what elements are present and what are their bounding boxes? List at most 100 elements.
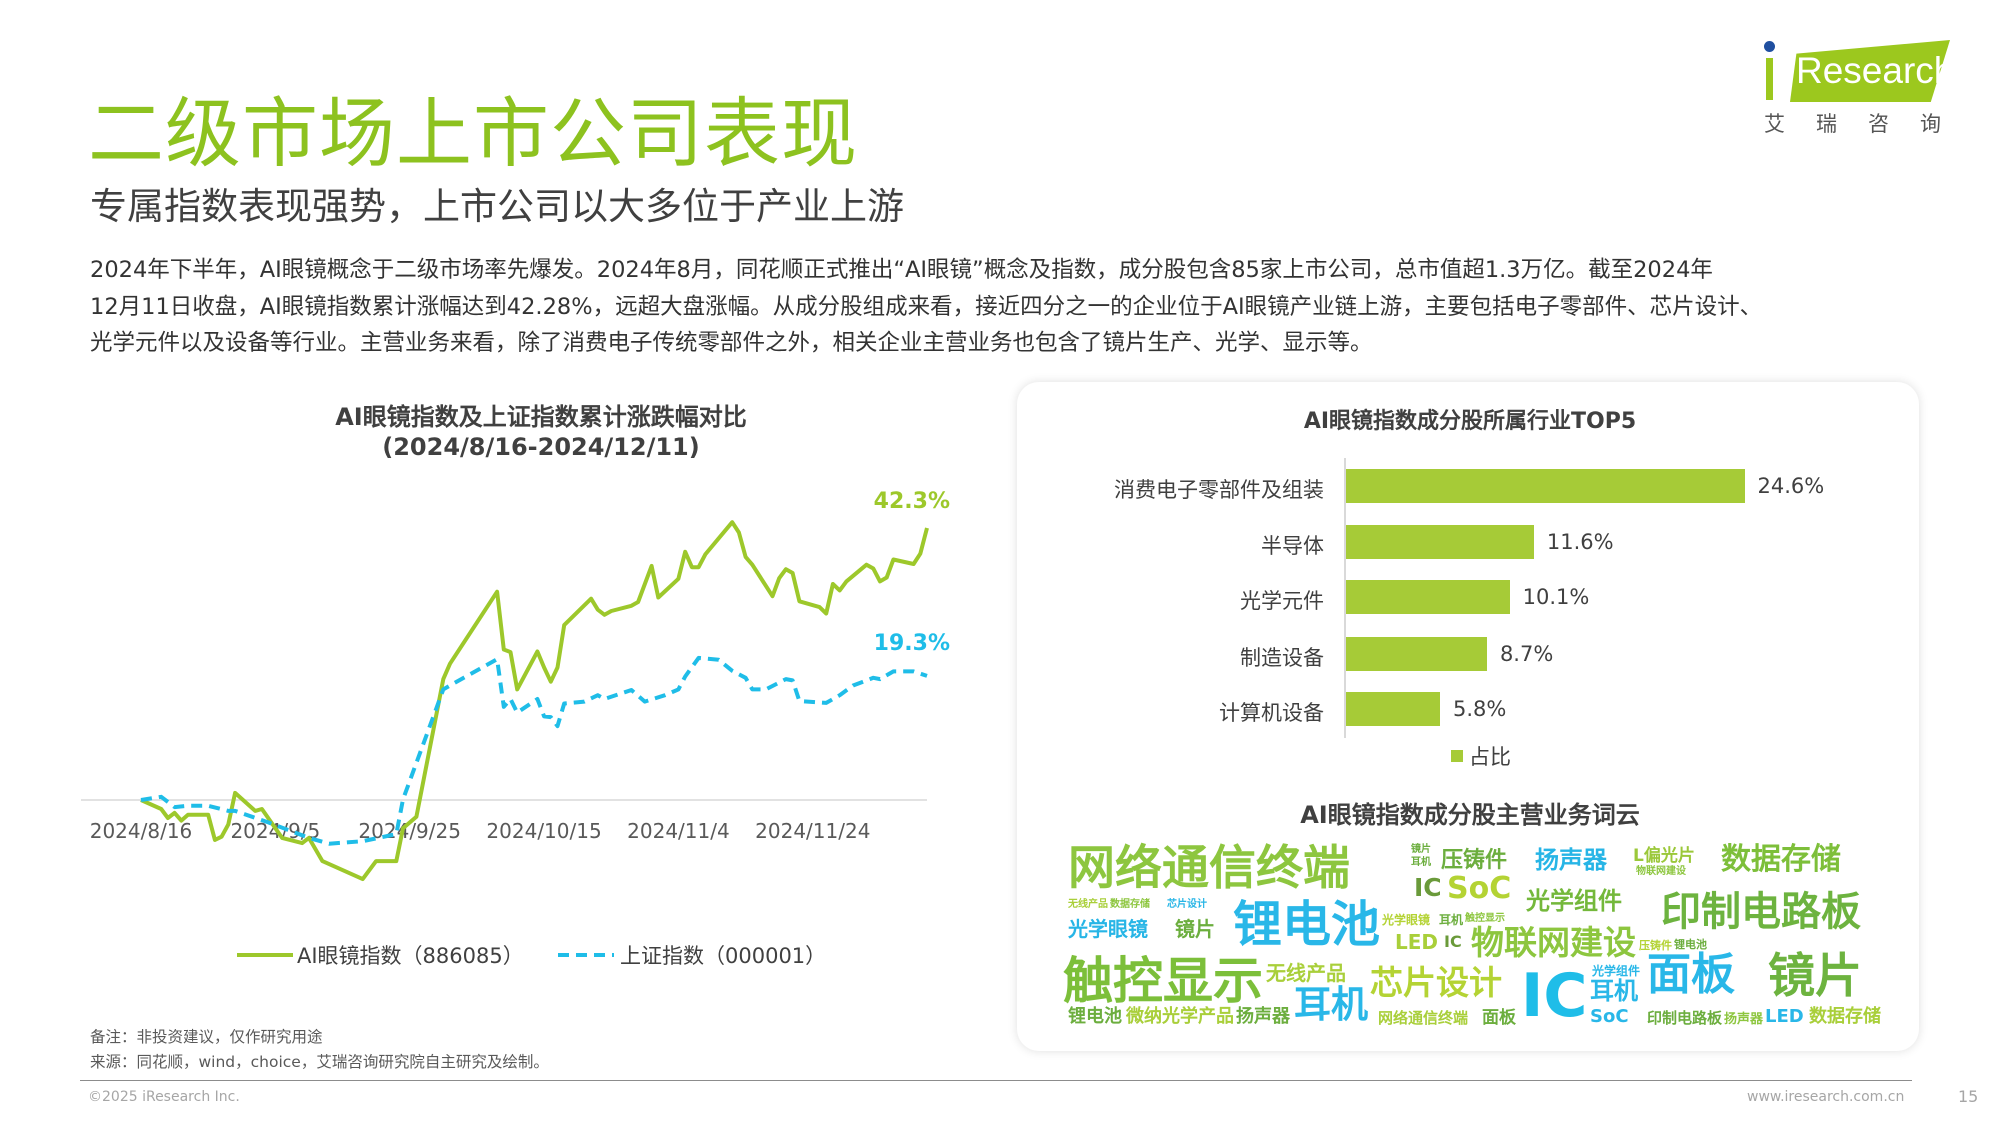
legend-sh-index: 上证指数（000001）	[558, 940, 826, 970]
wordcloud-word: 光学组件	[1592, 964, 1641, 978]
wordcloud-word: 光学眼镜	[1382, 913, 1431, 927]
wordcloud-word: 扬声器	[1724, 1012, 1764, 1027]
wordcloud-word: 无线产品	[1266, 961, 1346, 985]
wordcloud-word: SoC	[1590, 1006, 1629, 1027]
wordcloud-word: 数据存储	[1110, 899, 1150, 910]
bar-chart-title: AI眼镜指数成分股所属行业TOP5	[1303, 409, 1637, 434]
bar-value-label: 10.1%	[1522, 585, 1590, 609]
wordcloud-word: 锂电池	[1233, 896, 1381, 953]
wordcloud-word: 数据存储	[1721, 842, 1841, 877]
logo-dot	[1764, 41, 1775, 52]
wordcloud-word: IC	[1521, 961, 1588, 1031]
bar	[1346, 692, 1440, 726]
wordcloud-word: 触控显示	[1465, 913, 1505, 924]
end-value-label: 42.3%	[874, 489, 950, 514]
wordcloud-word: 光学眼镜	[1068, 917, 1148, 941]
remark-note: 备注：非投资建议，仅作研究用途	[90, 1028, 323, 1046]
bar-category-label: 制造设备	[1240, 646, 1324, 670]
bar	[1346, 525, 1534, 559]
bar-category-label: 光学元件	[1240, 589, 1324, 613]
logo-cn: 艾瑞咨询	[1764, 112, 1972, 136]
bar	[1346, 637, 1487, 671]
page-title: 二级市场上市公司表现	[88, 89, 858, 178]
wordcloud-word: 耳机	[1590, 977, 1638, 1005]
legend-dashed-line-icon	[558, 953, 614, 957]
bar	[1346, 580, 1510, 614]
page-number: 15	[1958, 1087, 1979, 1106]
bar-value-label: 24.6%	[1757, 474, 1825, 498]
line-chart: 2024/8/16 2024/9/5 2024/9/25 2024/10/15 2024…	[81, 489, 950, 882]
wordcloud-word: IC	[1444, 932, 1462, 951]
bar-value-label: 8.7%	[1499, 642, 1554, 666]
logo-wordmark: Research	[1796, 50, 1955, 91]
wordcloud-word: 无线产品	[1068, 899, 1108, 910]
paragraph-line: 12月11日收盘，AI眼镜指数累计涨幅达到42.28%，远超大盘涨幅。从成分股组…	[90, 294, 1763, 320]
legend-label: AI眼镜指数（886085）	[297, 944, 524, 968]
wordcloud-word: L偏光片	[1633, 846, 1695, 866]
wordcloud-word: 物联网建设	[1471, 923, 1636, 962]
paragraph-line: 2024年下半年，AI眼镜概念于二级市场率先爆发。2024年8月，同花顺正式推出…	[90, 257, 1713, 283]
wordcloud-word: 镜片	[1768, 949, 1862, 1004]
wordcloud-word: 耳机	[1294, 983, 1368, 1026]
bar-category-label: 半导体	[1261, 534, 1324, 558]
wordcloud-word: 镜片	[1175, 917, 1215, 941]
x-tick-label: 2024/11/24	[755, 819, 870, 843]
end-value-label: 19.3%	[874, 631, 950, 656]
wordcloud-word: SoC	[1447, 871, 1512, 906]
footer-divider	[80, 1080, 1912, 1081]
wordcloud-word: 光学组件	[1526, 887, 1622, 915]
wordcloud-word: 面板	[1647, 949, 1735, 1000]
bar-axis	[1344, 458, 1346, 738]
line-chart-title-range: (2024/8/16-2024/12/11)	[382, 433, 700, 461]
wordcloud-word: LED	[1395, 930, 1439, 954]
bar-category-label: 计算机设备	[1219, 701, 1324, 725]
bar-value-label: 5.8%	[1452, 697, 1507, 721]
wordcloud-word: 印制电路板	[1647, 1009, 1723, 1027]
copyright: ©2025 iResearch Inc.	[88, 1089, 240, 1105]
wordcloud-word: 网络通信终端	[1378, 1009, 1469, 1027]
wordcloud-word: 耳机	[1439, 913, 1464, 927]
wordcloud-word: 物联网建设	[1636, 866, 1686, 877]
wordcloud-word: IC	[1414, 873, 1442, 902]
wordcloud-word: 触控显示	[1063, 952, 1263, 1010]
wordcloud-word: LED	[1765, 1006, 1804, 1027]
wordcloud-word: 芯片设计	[1167, 899, 1207, 910]
wordcloud-word: 扬声器	[1535, 846, 1607, 874]
paragraph-line: 光学元件以及设备等行业。主营业务来看，除了消费电子传统零部件之外，相关企业主营业…	[90, 330, 1373, 356]
wordcloud-word: 压铸件	[1639, 939, 1672, 952]
wordcloud-title: AI眼镜指数成分股主营业务词云	[1300, 801, 1640, 829]
wordcloud-word: 锂电池	[1674, 938, 1707, 951]
page-subtitle: 专属指数表现强势，上市公司以大多位于产业上游	[90, 185, 904, 228]
wordcloud-word: 锂电池	[1068, 1006, 1122, 1027]
x-tick-label: 2024/8/16	[90, 819, 193, 843]
x-tick-label: 2024/11/4	[627, 819, 730, 843]
sh-index-line	[140, 655, 928, 846]
wordcloud-word: 微纳光学产品	[1126, 1006, 1234, 1027]
ai-index-line	[140, 520, 929, 882]
legend-ai-index: AI眼镜指数（886085）	[237, 940, 524, 970]
wordcloud-word: 扬声器	[1236, 1006, 1290, 1027]
logo-i-stem	[1766, 58, 1773, 100]
bar-legend: 占比	[1451, 741, 1511, 771]
website: www.iresearch.com.cn	[1747, 1089, 1905, 1105]
wordcloud-word: 网络通信终端	[1068, 841, 1350, 896]
bar	[1346, 469, 1745, 503]
legend-label: 占比	[1469, 745, 1511, 769]
wordcloud-word: 数据存储	[1809, 1006, 1881, 1027]
legend-label: 上证指数（000001）	[620, 944, 827, 968]
line-chart-title-main: AI眼镜指数及上证指数累计涨跌幅对比	[335, 403, 747, 431]
bar-value-label: 11.6%	[1546, 530, 1614, 554]
legend-square-icon	[1451, 750, 1463, 762]
legend-solid-line-icon	[237, 953, 293, 957]
wordcloud-word: 芯片设计	[1370, 963, 1502, 1002]
x-tick-label: 2024/10/15	[486, 819, 601, 843]
source-note: 来源：同花顺，wind，choice，艾瑞咨询研究院自主研究及绘制。	[90, 1053, 549, 1071]
line-chart-title: AI眼镜指数及上证指数累计涨跌幅对比 (2024/8/16-2024/12/11…	[241, 402, 841, 462]
wordcloud-word: 印制电路板	[1661, 889, 1861, 935]
wordcloud-word: 面板	[1482, 1008, 1516, 1028]
iresearch-logo: Research 艾瑞咨询	[1760, 36, 1960, 136]
wordcloud-word: 镜片	[1411, 844, 1431, 855]
wordcloud-word: 压铸件	[1441, 848, 1508, 873]
wordcloud-word: 耳机	[1411, 857, 1431, 868]
bar-category-label: 消费电子零部件及组装	[1114, 478, 1324, 502]
